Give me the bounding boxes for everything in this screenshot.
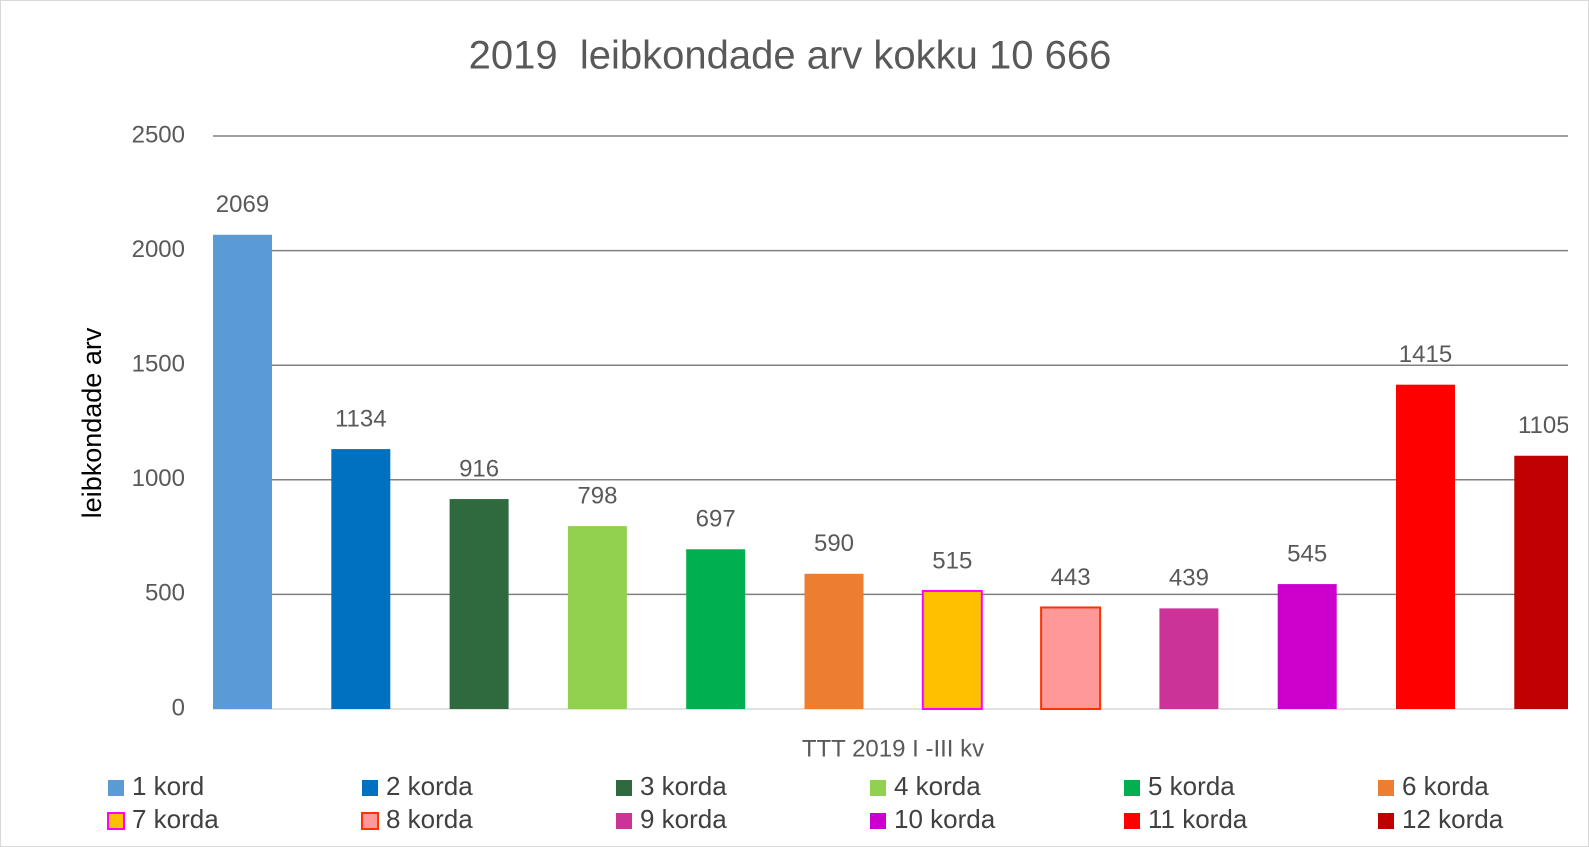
legend-swatch: [1378, 813, 1394, 829]
legend-swatch: [616, 780, 632, 796]
data-label: 2069: [216, 191, 269, 218]
data-label: 1134: [335, 405, 387, 432]
plot: 2069 1134 916 798 697 590 515 443 439 545 1415 1105: [213, 135, 1570, 711]
bar: [567, 526, 627, 709]
y-axis-label: leibkondade arv: [77, 327, 107, 518]
y-tick-label: 2000: [132, 236, 185, 263]
bar: [1040, 606, 1102, 711]
y-tick-label: 500: [145, 580, 185, 607]
legend-label: 4 korda: [894, 771, 981, 801]
bar: [804, 573, 864, 709]
data-label: 443: [1051, 564, 1091, 591]
legend-label: 12 korda: [1402, 804, 1504, 834]
data-label: 1105: [1518, 412, 1570, 439]
legend-swatch: [108, 780, 124, 796]
y-tick-label: 1000: [132, 465, 185, 492]
legend-label: 9 korda: [640, 804, 727, 834]
y-tick-label: 2500: [132, 121, 185, 148]
data-label: 697: [696, 506, 736, 533]
legend-label: 8 korda: [386, 804, 473, 834]
legend-swatch: [1124, 813, 1140, 829]
legend-swatch: [616, 813, 632, 829]
data-label: 590: [814, 530, 854, 557]
bar: [449, 499, 509, 709]
data-label: 439: [1169, 565, 1209, 592]
bar: [213, 234, 272, 709]
legend-swatch: [1378, 780, 1394, 796]
y-tick-label: 0: [172, 694, 185, 721]
bar: [921, 589, 983, 710]
bar: [1159, 608, 1219, 709]
legend-swatch: [870, 780, 886, 796]
legend-swatch: [362, 780, 378, 796]
data-label: 545: [1287, 540, 1327, 567]
chart-title: 2019 leibkondade arv kokku 10 666: [469, 34, 1112, 78]
legend-label: 11 korda: [1148, 804, 1248, 834]
legend-swatch: [361, 812, 379, 830]
data-label: 916: [459, 455, 499, 482]
legend-label: 6 korda: [1402, 771, 1489, 801]
legend-swatch: [1124, 780, 1140, 796]
bar: [1514, 455, 1568, 709]
data-label: 515: [932, 547, 972, 574]
legend-label: 7 korda: [132, 804, 219, 834]
bar: [1396, 384, 1455, 709]
bar: [331, 449, 391, 709]
data-label: 798: [577, 482, 617, 509]
legend-label: 5 korda: [1148, 771, 1235, 801]
bar: [686, 549, 746, 709]
legend-label: 2 korda: [386, 771, 473, 801]
data-label: 1415: [1399, 341, 1452, 368]
legend-label: 10 korda: [894, 804, 996, 834]
legend-label: 3 korda: [640, 771, 727, 801]
y-tick-label: 1500: [132, 351, 185, 378]
legend-swatch: [107, 812, 125, 830]
legend-swatch: [870, 813, 886, 829]
legend-label: 1 kord: [132, 771, 204, 801]
bar: [1277, 584, 1337, 709]
x-tick-label: TTT 2019 I -III kv: [802, 735, 984, 762]
